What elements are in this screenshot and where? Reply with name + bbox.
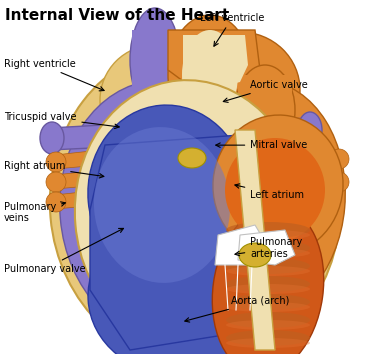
Ellipse shape xyxy=(226,320,310,330)
Ellipse shape xyxy=(182,30,238,120)
Text: Internal View of the Heart: Internal View of the Heart xyxy=(5,8,229,23)
Ellipse shape xyxy=(226,222,310,238)
Polygon shape xyxy=(55,170,100,189)
Ellipse shape xyxy=(226,258,310,274)
Polygon shape xyxy=(215,225,270,265)
Text: Right atrium: Right atrium xyxy=(4,161,104,178)
Ellipse shape xyxy=(212,205,324,354)
Bar xyxy=(132,30,180,105)
Ellipse shape xyxy=(226,312,310,328)
Polygon shape xyxy=(238,230,295,265)
Ellipse shape xyxy=(213,115,343,255)
Bar xyxy=(215,330,257,354)
Ellipse shape xyxy=(226,240,310,256)
Ellipse shape xyxy=(100,45,210,155)
Ellipse shape xyxy=(298,112,322,148)
Text: Tricuspid valve: Tricuspid valve xyxy=(4,112,119,129)
Ellipse shape xyxy=(225,138,325,242)
Bar xyxy=(238,75,292,135)
Ellipse shape xyxy=(88,215,268,354)
Text: Pulmonary
veins: Pulmonary veins xyxy=(4,201,65,223)
Ellipse shape xyxy=(226,248,310,258)
Polygon shape xyxy=(295,173,340,192)
Ellipse shape xyxy=(46,172,66,192)
Ellipse shape xyxy=(178,148,206,168)
Ellipse shape xyxy=(168,15,252,135)
Text: Aorta (arch): Aorta (arch) xyxy=(185,296,290,322)
Text: Left ventricle: Left ventricle xyxy=(200,13,264,46)
Ellipse shape xyxy=(88,105,248,285)
Ellipse shape xyxy=(75,80,305,350)
Ellipse shape xyxy=(46,192,66,212)
Text: Left atrium: Left atrium xyxy=(235,184,304,200)
Ellipse shape xyxy=(226,266,310,276)
Ellipse shape xyxy=(165,80,345,320)
Ellipse shape xyxy=(226,276,310,292)
Ellipse shape xyxy=(226,294,310,310)
Ellipse shape xyxy=(46,152,66,172)
Ellipse shape xyxy=(94,127,230,283)
Ellipse shape xyxy=(130,8,180,112)
Polygon shape xyxy=(168,30,260,95)
Polygon shape xyxy=(90,135,265,350)
Polygon shape xyxy=(183,35,248,87)
Polygon shape xyxy=(148,118,315,148)
Ellipse shape xyxy=(226,330,310,346)
Bar xyxy=(134,320,162,354)
Polygon shape xyxy=(235,130,275,350)
Ellipse shape xyxy=(133,320,163,354)
Text: Right ventricle: Right ventricle xyxy=(4,59,104,91)
Polygon shape xyxy=(55,150,100,169)
Ellipse shape xyxy=(226,302,310,312)
Text: Pulmonary valve: Pulmonary valve xyxy=(4,228,124,274)
Ellipse shape xyxy=(235,65,295,155)
Text: Aortic valve: Aortic valve xyxy=(223,80,308,102)
Ellipse shape xyxy=(60,80,270,340)
Ellipse shape xyxy=(226,230,310,240)
Ellipse shape xyxy=(329,149,349,169)
Ellipse shape xyxy=(50,45,340,354)
Ellipse shape xyxy=(226,284,310,294)
Ellipse shape xyxy=(180,32,300,148)
Ellipse shape xyxy=(213,327,257,354)
Polygon shape xyxy=(295,150,340,169)
Polygon shape xyxy=(55,190,100,209)
Ellipse shape xyxy=(239,243,271,267)
Polygon shape xyxy=(50,122,155,150)
Ellipse shape xyxy=(329,172,349,192)
Text: Pulmonary
arteries: Pulmonary arteries xyxy=(235,237,303,259)
Ellipse shape xyxy=(40,122,64,154)
Text: Mitral valve: Mitral valve xyxy=(216,140,308,150)
Ellipse shape xyxy=(226,338,310,348)
